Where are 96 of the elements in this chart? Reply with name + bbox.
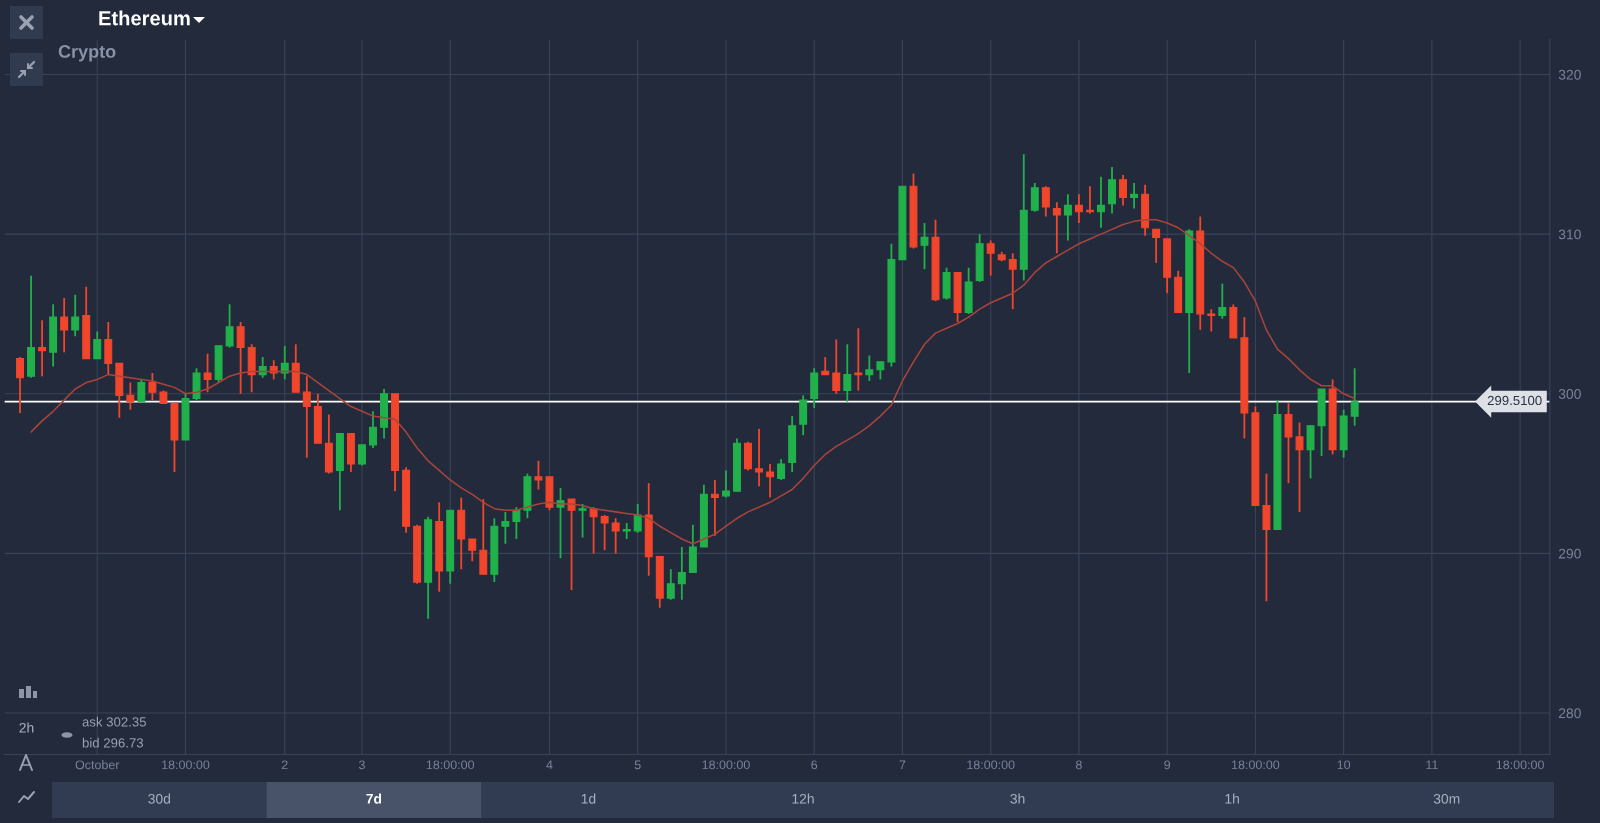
y-tick-label: 320 [1558,69,1581,80]
annotation: ask 302.35 [82,716,146,727]
candlestick [1063,193,1072,242]
candlestick [369,410,377,449]
text: 7d [366,793,382,804]
candlestick [777,458,786,481]
candlestick [501,510,510,545]
x-tick-label: 6 [811,760,818,770]
x-tick-label: 18:00:00 [702,760,750,770]
x-tick-label: 18:00:00 [1232,760,1280,770]
candlestick [622,522,631,540]
candlestick [1262,472,1271,603]
candlestick [468,538,477,563]
text: 12h [792,793,814,804]
candlestick [1030,182,1039,213]
x-tick-label: 10 [1337,760,1351,770]
candlestick [578,502,587,539]
x-tick-label: 3 [358,760,365,770]
candlestick [16,356,25,414]
candlestick [1207,308,1216,333]
chart-subtitle: Crypto [58,45,116,62]
candlestick [1350,367,1359,427]
text: 30d [148,793,170,804]
candlestick [1306,424,1315,480]
candlestick [1152,228,1161,264]
candlestick [710,479,719,537]
x-tick-label: 2 [281,760,288,770]
candlestick [721,469,730,499]
candlestick [479,498,488,576]
candlestick [843,343,852,403]
candlestick [1295,421,1304,513]
annotation: bid 296.73 [82,737,144,748]
candlestick [755,427,764,488]
candlestick [1108,166,1116,215]
x-tick-label: 18:00:00 [967,760,1015,770]
y-tick-label: 290 [1558,548,1581,559]
candlestick [799,394,808,437]
candlestick [986,239,995,277]
text: 3h [1010,793,1025,804]
candlestick [225,303,234,349]
candlestick [854,327,863,392]
candlestick [920,222,929,271]
x-tick-label: 8 [1075,760,1082,770]
candlestick [126,381,135,411]
candlestick [236,321,245,395]
x-tick-label: 9 [1164,760,1171,770]
x-tick-label: 5 [634,760,641,770]
x-tick-label: October [75,760,120,770]
candlestick [766,463,775,499]
candlestick [1097,175,1105,229]
candlestick [280,344,289,381]
candlestick [38,319,47,378]
candlestick [1052,201,1061,255]
candlestick [534,459,543,491]
candlestick [567,498,576,591]
candlestick [1130,182,1139,210]
candlestick [512,506,521,540]
y-tick-label: 280 [1558,708,1581,719]
candlestick [832,338,841,395]
candlestick [1218,282,1227,320]
candlestick [357,443,366,467]
x-tick-label: 4 [546,760,553,770]
text: 1h [1225,793,1239,804]
candlestick [302,375,311,459]
ref-line-label: 299.5100 [1487,395,1542,406]
candlestick [1008,252,1017,311]
candlestick [1041,185,1050,218]
candlestick [104,321,113,376]
annotation: 2h [19,722,34,733]
y-tick-label: 310 [1558,229,1581,240]
x-tick-label: 18:00:00 [162,760,210,770]
x-tick-label: 7 [899,760,906,770]
candlestick [1074,193,1083,224]
candlestick [137,378,146,403]
line-series [30,219,1356,545]
candlestick [677,546,686,601]
chart-title: Ethereum [99,10,190,26]
candlestick [60,297,69,354]
candlestick [1284,402,1293,485]
text: 30m [1433,793,1460,804]
candlestick [71,293,80,338]
candlestick [865,354,874,382]
candlestick [666,568,675,601]
candlestick [600,514,609,552]
x-tick-label: 18:00:00 [1496,760,1544,770]
candlestick [148,372,157,402]
text: 1d [581,793,596,804]
x-tick-label: 11 [1426,760,1438,770]
candlestick [203,352,212,394]
candlestick [633,502,642,534]
y-tick-label: 300 [1558,389,1581,399]
candlestick [1119,174,1128,207]
x-tick-label: 18:00:00 [426,760,475,770]
candlestick [93,330,102,360]
candlestick [556,487,565,560]
candlestick [611,517,620,555]
